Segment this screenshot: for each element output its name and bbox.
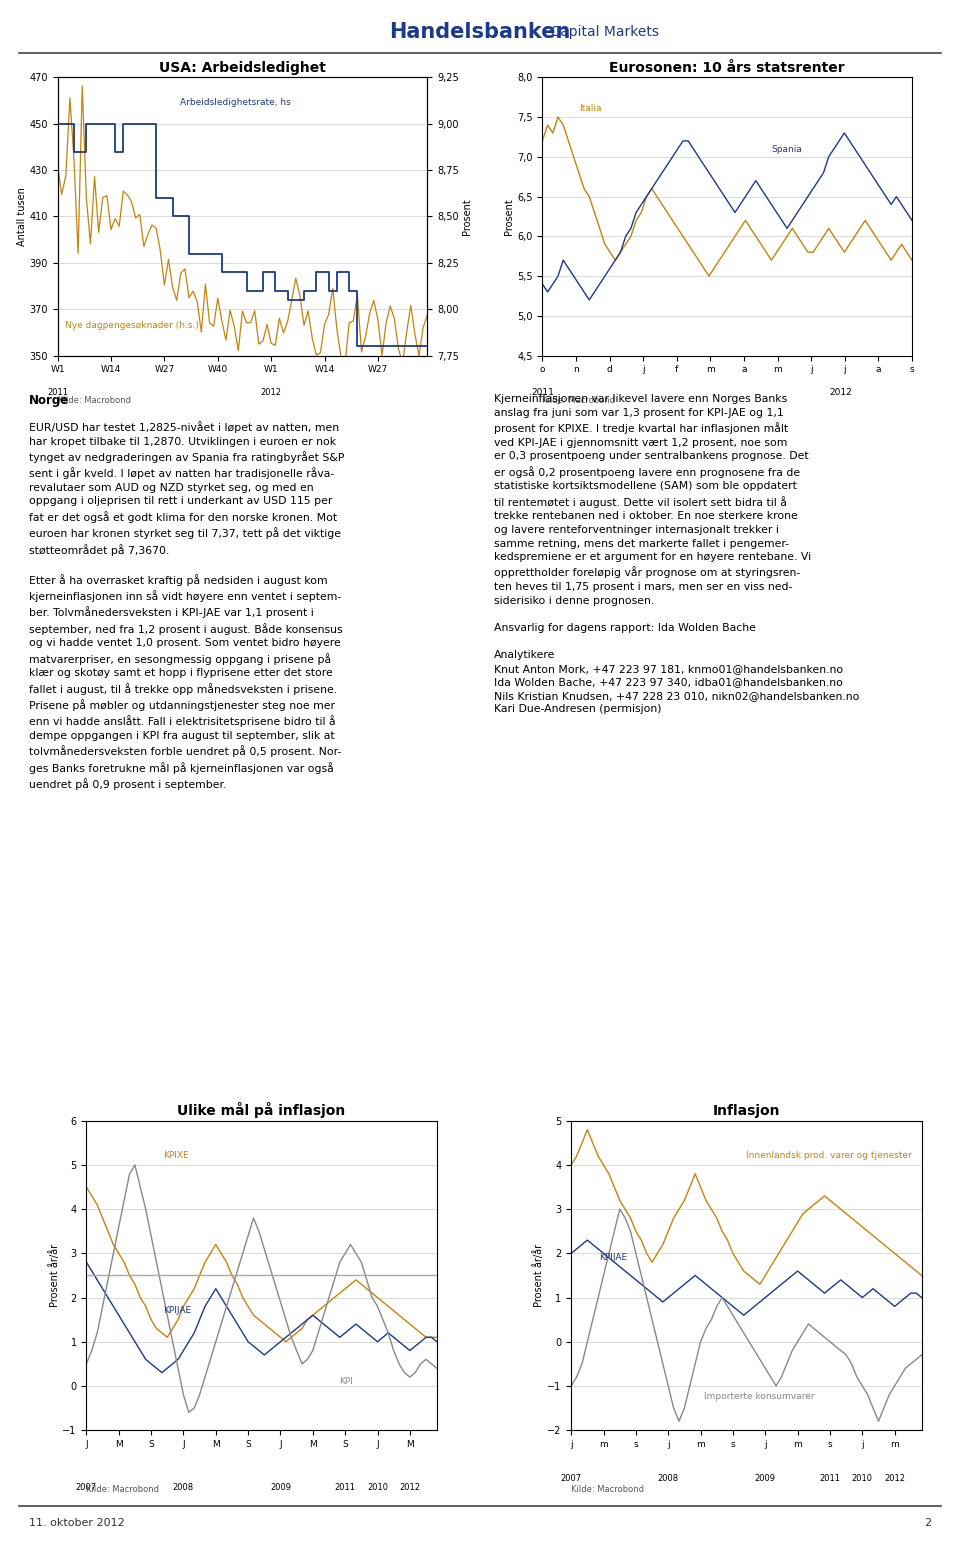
Text: Nye dagpengesøknader (h.s.): Nye dagpengesøknader (h.s.) (65, 320, 199, 329)
Text: 2009: 2009 (270, 1483, 291, 1492)
Y-axis label: Prosent: Prosent (462, 198, 471, 235)
Text: Handelsbanken: Handelsbanken (390, 23, 570, 42)
Text: EUR/USD har testet 1,2825-nivået i løpet av natten, men
har kropet tilbake til 1: EUR/USD har testet 1,2825-nivået i løpet… (29, 421, 345, 790)
Title: Inflasjon: Inflasjon (712, 1104, 780, 1118)
Text: KPIJAE: KPIJAE (599, 1252, 627, 1262)
Title: Ulike mål på inflasjon: Ulike mål på inflasjon (178, 1102, 346, 1118)
Y-axis label: Prosent: Prosent (504, 198, 515, 235)
Text: 2012: 2012 (261, 388, 281, 397)
Text: 2009: 2009 (755, 1475, 776, 1483)
Text: 2012: 2012 (829, 388, 852, 396)
Text: 2007: 2007 (76, 1483, 97, 1492)
Text: KPIXE: KPIXE (163, 1150, 189, 1160)
Text: 2012: 2012 (399, 1483, 420, 1492)
Text: KPIJAE: KPIJAE (163, 1305, 192, 1314)
Text: Italia: Italia (580, 104, 602, 113)
Text: 2008: 2008 (173, 1483, 194, 1492)
Text: 2011: 2011 (820, 1475, 840, 1483)
Text: 2011: 2011 (335, 1483, 355, 1492)
Y-axis label: Antall tusen: Antall tusen (16, 187, 27, 246)
Text: 2012: 2012 (884, 1475, 905, 1483)
Text: Capital Markets: Capital Markets (546, 25, 660, 40)
Text: 2011: 2011 (47, 388, 68, 397)
Text: 2008: 2008 (658, 1475, 679, 1483)
Text: Kilde: Macrobond: Kilde: Macrobond (571, 1484, 644, 1493)
Text: 2: 2 (924, 1518, 931, 1527)
Text: Arbeidsledighetsrate, hs: Arbeidsledighetsrate, hs (180, 97, 290, 107)
Title: USA: Arbeidsledighet: USA: Arbeidsledighet (159, 60, 325, 74)
Text: Innenlandsk prod. varer og tjenester: Innenlandsk prod. varer og tjenester (746, 1150, 912, 1160)
Text: Kilde: Macrobond: Kilde: Macrobond (86, 1484, 159, 1493)
Text: 2007: 2007 (561, 1475, 582, 1483)
Y-axis label: Prosent år/år: Prosent år/år (49, 1245, 60, 1306)
Text: 2010: 2010 (852, 1475, 873, 1483)
Text: KPI: KPI (339, 1376, 352, 1385)
Text: Kilde: Macrobond: Kilde: Macrobond (58, 396, 131, 405)
Text: Kilde: Macrobond: Kilde: Macrobond (542, 396, 615, 405)
Text: Importerte konsumvarer: Importerte konsumvarer (705, 1391, 815, 1401)
Y-axis label: Prosent år/år: Prosent år/år (534, 1245, 544, 1306)
Text: 2011: 2011 (531, 388, 554, 396)
Text: Kjerneinflasjonen var likevel lavere enn Norges Banks
anslag fra juni som var 1,: Kjerneinflasjonen var likevel lavere enn… (494, 394, 860, 714)
Title: Eurosonen: 10 års statsrenter: Eurosonen: 10 års statsrenter (610, 60, 845, 74)
Text: Norge: Norge (29, 394, 69, 407)
Text: 11. oktober 2012: 11. oktober 2012 (29, 1518, 125, 1527)
Text: Spania: Spania (772, 145, 803, 155)
Text: 2010: 2010 (367, 1483, 388, 1492)
